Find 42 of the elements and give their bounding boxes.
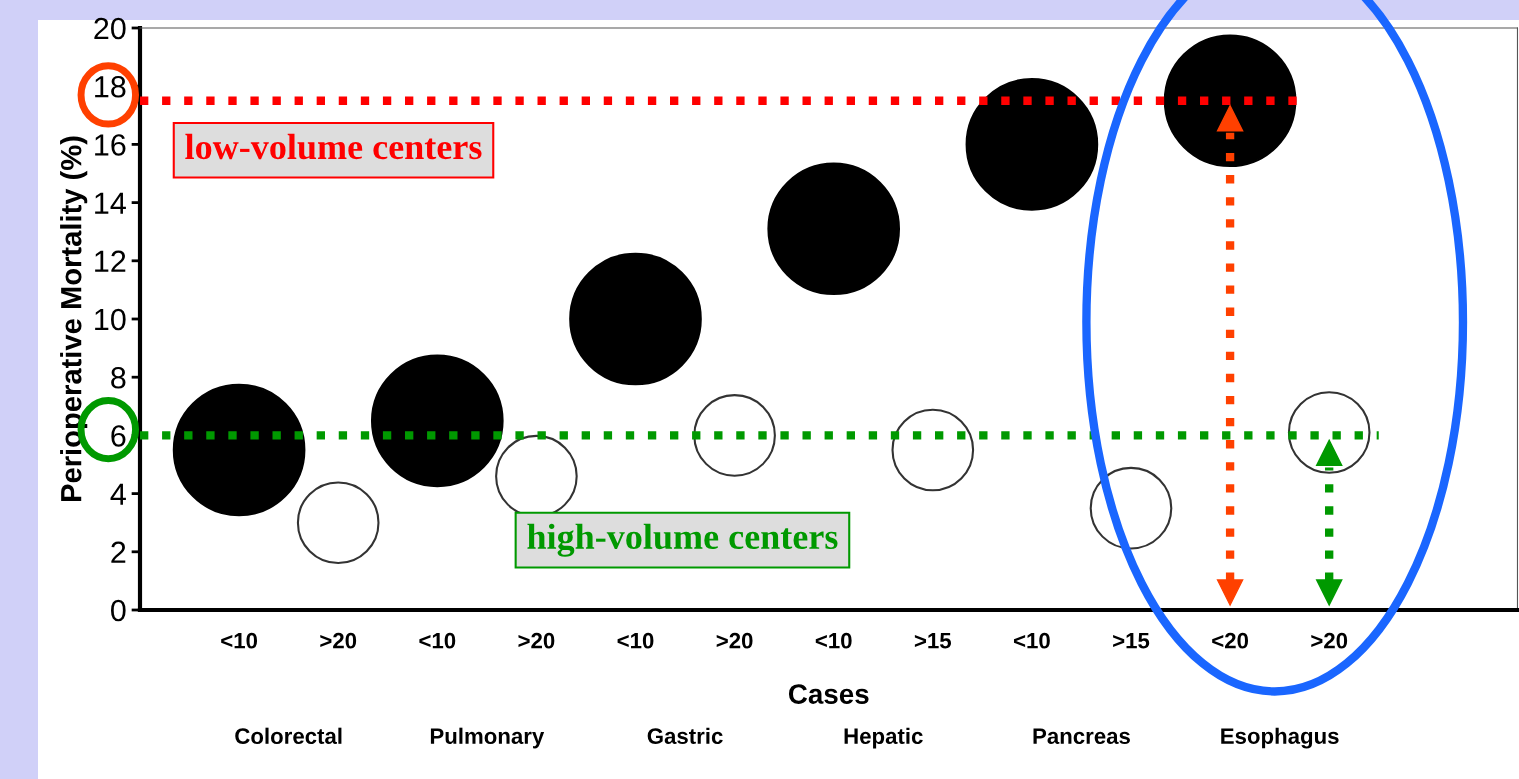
point xyxy=(965,78,1099,211)
x-tick-label: >20 xyxy=(716,632,753,649)
y-tick-label: 16 xyxy=(95,134,126,156)
y-tick-label: 20 xyxy=(94,17,126,40)
y-tick-label: 8 xyxy=(111,366,126,389)
y-tick-label: 18 xyxy=(95,75,126,98)
x-tick-label: >15 xyxy=(914,633,952,649)
point xyxy=(891,408,975,492)
x-tick-label: >20 xyxy=(1311,632,1348,649)
text: Pulmonary xyxy=(430,727,545,749)
y-tick-label: 12 xyxy=(95,250,126,272)
x-tick-label: >15 xyxy=(1113,633,1150,649)
y-axis-title: Perioperative Mortality (%) xyxy=(60,136,88,501)
point xyxy=(370,354,504,488)
y-tick-label: 14 xyxy=(95,192,126,214)
point xyxy=(1163,34,1297,168)
text: Colorectal xyxy=(235,727,342,745)
x-tick-label: <20 xyxy=(1212,632,1249,649)
y-tick-label: 10 xyxy=(95,308,126,331)
y-tick-label: 6 xyxy=(111,425,126,447)
text: Pancreas xyxy=(1033,728,1130,745)
annotation: low-volume centers xyxy=(185,133,482,160)
point xyxy=(172,383,306,517)
x-tick-label: <10 xyxy=(221,632,258,649)
point xyxy=(767,162,901,296)
x-tick-label: >20 xyxy=(320,632,357,649)
y-tick-label: 0 xyxy=(111,599,126,622)
annotation: high-volume centers xyxy=(527,523,838,557)
text: Esophagus xyxy=(1221,727,1339,749)
point xyxy=(296,481,380,565)
y-tick-label: 4 xyxy=(110,483,126,505)
x-tick-label: <10 xyxy=(1013,632,1050,649)
x-axis-title: Cases xyxy=(788,684,869,704)
y-tick-label: 2 xyxy=(111,541,126,563)
text: Gastric xyxy=(647,727,723,745)
point xyxy=(569,252,702,386)
x-tick-label: >20 xyxy=(518,632,555,649)
x-tick-label: <10 xyxy=(815,632,852,649)
x-tick-label: <10 xyxy=(419,632,456,649)
point xyxy=(693,394,776,477)
text: Hepatic xyxy=(844,727,923,749)
x-tick-label: <10 xyxy=(617,632,654,649)
